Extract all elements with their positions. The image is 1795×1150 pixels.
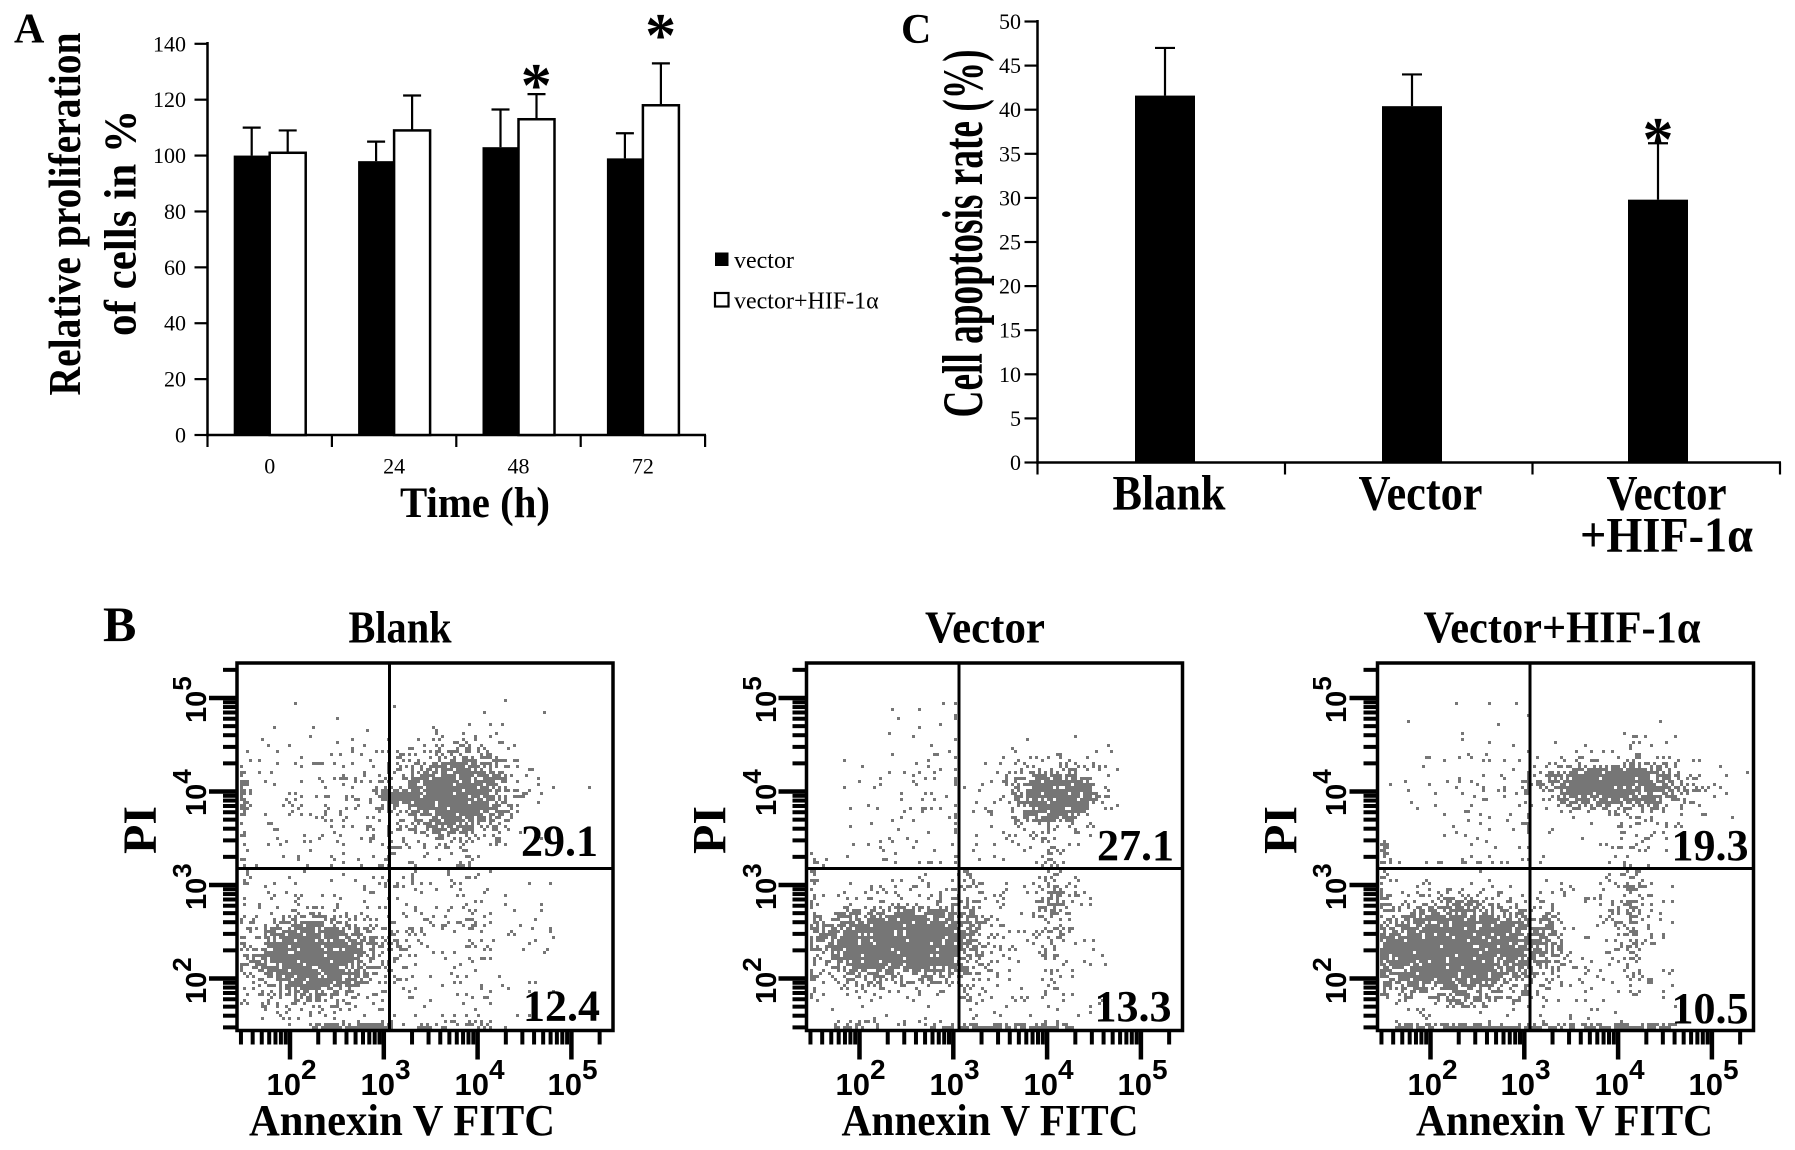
svg-text:PI: PI [1255, 806, 1308, 854]
svg-text:30: 30 [999, 185, 1021, 210]
svg-text:Cell apoptosis rate (%): Cell apoptosis rate (%) [932, 50, 995, 418]
svg-text:20: 20 [999, 274, 1021, 299]
svg-text:3: 3 [395, 1054, 411, 1085]
svg-text:0: 0 [264, 454, 275, 479]
svg-text:140: 140 [153, 31, 186, 56]
svg-text:10: 10 [1408, 1067, 1442, 1102]
svg-text:Time (h): Time (h) [400, 480, 550, 527]
svg-text:10: 10 [1689, 1067, 1723, 1102]
svg-text:Blank: Blank [349, 603, 452, 653]
svg-text:10: 10 [455, 1067, 489, 1102]
svg-text:10: 10 [267, 1067, 301, 1102]
svg-text:24: 24 [383, 454, 405, 479]
svg-text:10: 10 [836, 1067, 870, 1102]
svg-text:10: 10 [1501, 1067, 1535, 1102]
svg-text:*: * [645, 2, 676, 70]
svg-text:60: 60 [164, 255, 186, 280]
svg-text:0: 0 [1010, 450, 1021, 475]
svg-text:4: 4 [1629, 1054, 1645, 1085]
svg-text:5: 5 [1010, 406, 1021, 431]
svg-text:20: 20 [164, 367, 186, 392]
svg-text:PI: PI [114, 806, 167, 854]
svg-text:12.4: 12.4 [523, 982, 600, 1031]
svg-text:10: 10 [1024, 1067, 1058, 1102]
svg-text:C: C [901, 7, 931, 53]
svg-text:4: 4 [1058, 1054, 1074, 1085]
svg-text:45: 45 [999, 53, 1021, 78]
svg-text:Relative proliferation: Relative proliferation [39, 33, 90, 396]
svg-text:27.1: 27.1 [1097, 821, 1174, 870]
svg-text:19.3: 19.3 [1672, 821, 1749, 870]
svg-text:Blank: Blank [1113, 465, 1226, 521]
svg-text:40: 40 [164, 311, 186, 336]
svg-text:10: 10 [361, 1067, 395, 1102]
svg-text:29.1: 29.1 [521, 817, 598, 866]
svg-text:Annexin V FITC: Annexin V FITC [1416, 1096, 1713, 1145]
svg-text:10.5: 10.5 [1672, 984, 1749, 1033]
svg-text:+HIF-1α: +HIF-1α [1580, 507, 1753, 563]
svg-text:10: 10 [1595, 1067, 1629, 1102]
svg-text:Annexin V FITC: Annexin V FITC [842, 1096, 1139, 1145]
svg-text:Annexin V FITC: Annexin V FITC [249, 1096, 555, 1145]
svg-text:*: * [1643, 106, 1674, 174]
svg-text:Vector: Vector [925, 603, 1045, 653]
svg-text:100: 100 [153, 143, 186, 168]
svg-text:3: 3 [964, 1054, 980, 1085]
svg-text:13.3: 13.3 [1095, 982, 1172, 1031]
svg-text:3: 3 [1535, 1054, 1551, 1085]
svg-text:Vector+HIF-1α: Vector+HIF-1α [1424, 603, 1701, 653]
svg-text:vector+HIF-1α: vector+HIF-1α [734, 289, 879, 315]
svg-text:2: 2 [870, 1054, 886, 1085]
svg-text:35: 35 [999, 141, 1021, 166]
svg-text:80: 80 [164, 199, 186, 224]
svg-text:0: 0 [175, 423, 186, 448]
svg-text:72: 72 [632, 454, 654, 479]
svg-text:10: 10 [548, 1067, 582, 1102]
svg-text:Vector: Vector [1359, 465, 1483, 521]
svg-text:25: 25 [999, 230, 1021, 255]
svg-text:10: 10 [999, 362, 1021, 387]
svg-text:Vector: Vector [1607, 465, 1727, 521]
svg-text:*: * [521, 52, 552, 120]
svg-text:4: 4 [489, 1054, 505, 1085]
svg-text:10: 10 [930, 1067, 964, 1102]
svg-text:5: 5 [582, 1054, 598, 1085]
svg-text:10: 10 [1118, 1067, 1152, 1102]
svg-text:120: 120 [153, 87, 186, 112]
svg-text:5: 5 [1152, 1054, 1168, 1085]
svg-text:2: 2 [301, 1054, 317, 1085]
svg-text:15: 15 [999, 318, 1021, 343]
svg-text:PI: PI [684, 806, 737, 854]
svg-text:B: B [103, 596, 136, 652]
svg-text:5: 5 [1723, 1054, 1739, 1085]
svg-text:40: 40 [999, 97, 1021, 122]
svg-text:of cells in %: of cells in % [95, 110, 146, 336]
svg-text:50: 50 [999, 9, 1021, 34]
svg-text:48: 48 [508, 454, 530, 479]
svg-text:2: 2 [1442, 1054, 1458, 1085]
svg-text:A: A [14, 7, 45, 53]
svg-text:vector: vector [734, 248, 794, 274]
